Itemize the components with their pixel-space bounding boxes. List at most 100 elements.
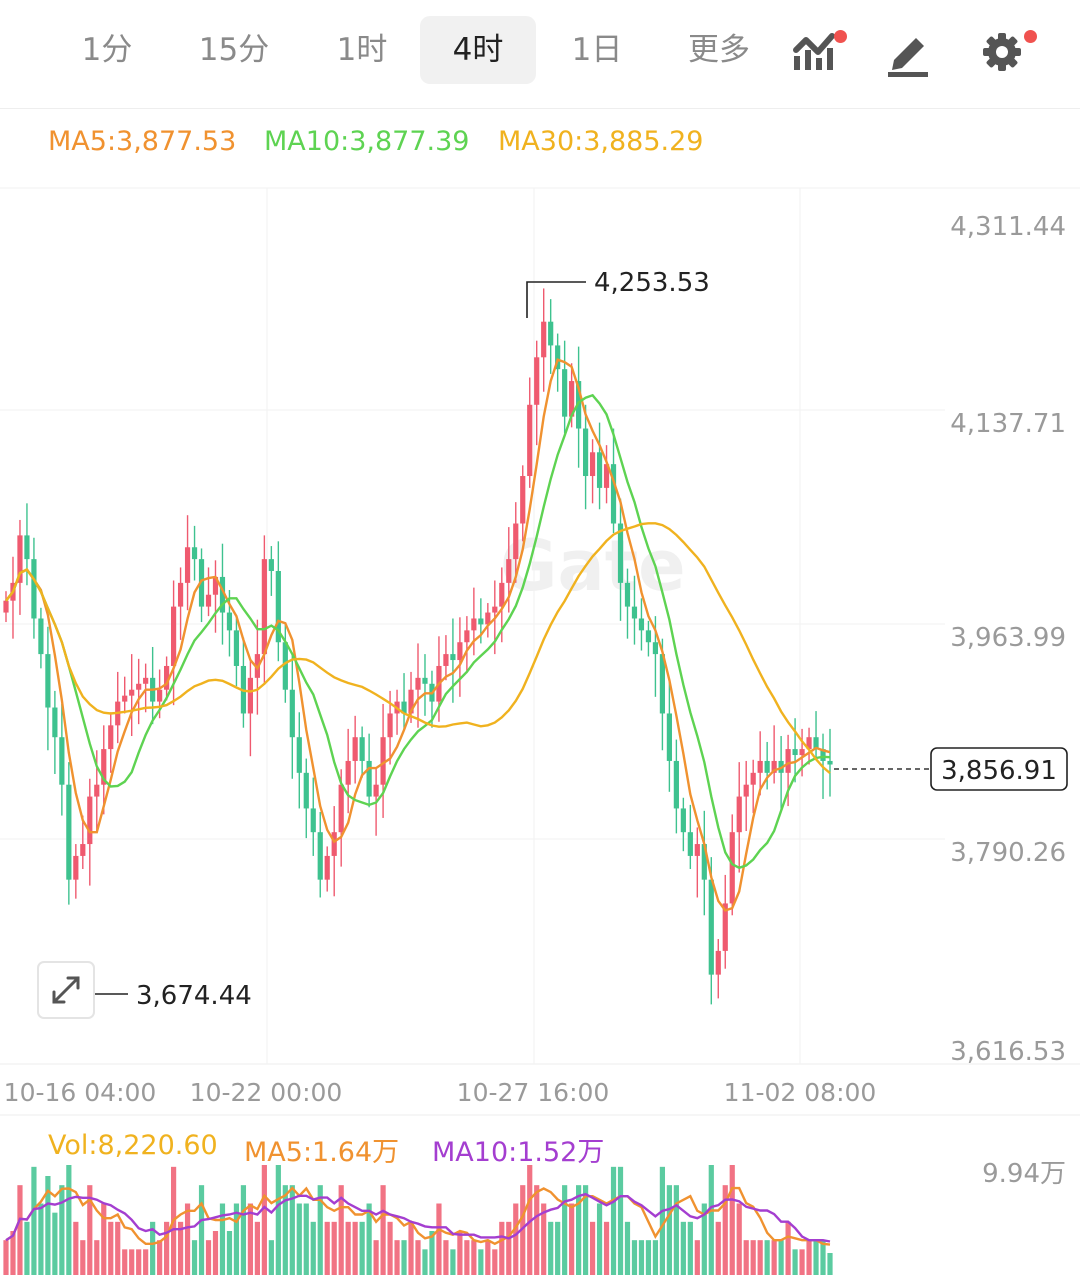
volume-bar (177, 1221, 184, 1275)
candle-body (331, 832, 337, 856)
volume-bar (80, 1240, 86, 1275)
candle-body (275, 570, 281, 643)
volume-bar (513, 1203, 519, 1275)
candle-body (743, 784, 749, 797)
tab-1hour[interactable]: 1时 (336, 32, 388, 68)
volume-bar (191, 1240, 198, 1275)
candle-body (136, 683, 142, 690)
candle-body (729, 832, 735, 904)
volume-bar (785, 1221, 791, 1275)
candle-body (694, 844, 700, 856)
volume-bar (184, 1203, 191, 1275)
candle-body (415, 677, 421, 690)
volume-bar (603, 1221, 610, 1275)
candle-body (792, 749, 798, 756)
volume-bar (750, 1240, 756, 1275)
candle-body (129, 689, 135, 696)
x-tick-label: 10-22 00:00 (190, 1078, 343, 1107)
current-price-box (930, 747, 1068, 791)
volume-bar (66, 1165, 72, 1275)
y-tick-label: 4,137.71 (950, 409, 1066, 439)
candle-body (422, 677, 428, 684)
candle-body (38, 618, 44, 655)
candle-body (652, 642, 659, 655)
candle-body (820, 749, 826, 761)
volume-bar (492, 1249, 498, 1275)
x-tick-label: 10-16 04:00 (4, 1078, 157, 1107)
candle-body (785, 749, 791, 773)
volume-bar (296, 1203, 302, 1275)
candle-body (52, 707, 58, 738)
candle-body (157, 689, 163, 702)
candle-body (45, 654, 51, 708)
volume-bar (464, 1240, 470, 1275)
volume-bar (450, 1249, 456, 1275)
settings-gear-icon[interactable] (976, 24, 1037, 80)
volume-bar (555, 1221, 561, 1275)
y-tick-label: 3,963.99 (950, 623, 1066, 653)
volume-bar (582, 1185, 589, 1275)
candle-body (624, 582, 631, 607)
candle-body (310, 808, 316, 833)
candle-body (708, 879, 714, 975)
y-tick-label: 3,790.26 (950, 838, 1066, 868)
volume-bar (275, 1165, 281, 1275)
candle-body (94, 784, 100, 797)
volume-bar (310, 1221, 316, 1275)
volume-bar (24, 1221, 30, 1275)
candle-body (380, 737, 386, 785)
volume-bar (31, 1166, 37, 1275)
y-tick-label: 3,616.53 (950, 1037, 1066, 1067)
volume-bar (150, 1221, 156, 1275)
volume-bar (659, 1166, 666, 1275)
tab-4hour[interactable]: 4时 (420, 16, 536, 84)
volume-bar (673, 1185, 679, 1275)
candle-body (73, 855, 79, 880)
draw-pen-icon[interactable] (882, 24, 938, 80)
volume-bar (394, 1240, 400, 1275)
volume-bar (541, 1203, 547, 1275)
tab-more[interactable]: 更多 (688, 32, 750, 68)
candle-body (366, 760, 372, 797)
candle-body (450, 654, 456, 661)
volume-bar (73, 1221, 79, 1275)
volume-bar (373, 1240, 379, 1275)
candle-body (296, 737, 302, 773)
candle-body (506, 559, 512, 583)
candle-body (359, 737, 365, 761)
candle-body (164, 665, 170, 690)
candle-body (457, 642, 463, 661)
candle-body (471, 618, 477, 631)
volume-bar (352, 1221, 358, 1275)
candle-body (492, 606, 498, 613)
candle-body (198, 559, 205, 607)
volume-bar (282, 1185, 288, 1275)
volume-bar (331, 1221, 337, 1275)
volume-bar (576, 1185, 582, 1275)
volume-bar (3, 1240, 9, 1275)
candle-body (191, 547, 198, 560)
candle-body (569, 381, 575, 417)
volume-bar (164, 1221, 170, 1275)
tab-1day[interactable]: 1日 (571, 32, 623, 68)
candle-body (170, 606, 177, 666)
candle-body (24, 535, 30, 560)
volume-bar (205, 1240, 212, 1275)
volume-bar (471, 1240, 477, 1275)
expand-chart-button[interactable] (37, 961, 95, 1019)
tab-15min[interactable]: 15分 (198, 32, 270, 68)
candle-body (324, 855, 330, 880)
high-marker-line (526, 281, 586, 318)
candle-body (520, 476, 526, 524)
indicator-icon[interactable] (788, 24, 847, 80)
tab-1min[interactable]: 1分 (81, 32, 133, 68)
candle-body (205, 594, 212, 607)
volume-bar (722, 1185, 728, 1275)
candle-body (813, 737, 819, 750)
candle-body (799, 749, 805, 756)
low-price-label: 3,674.44 (136, 981, 252, 1011)
candle-body (17, 535, 23, 583)
ma10-line (5, 393, 831, 870)
candle-body (701, 844, 707, 880)
